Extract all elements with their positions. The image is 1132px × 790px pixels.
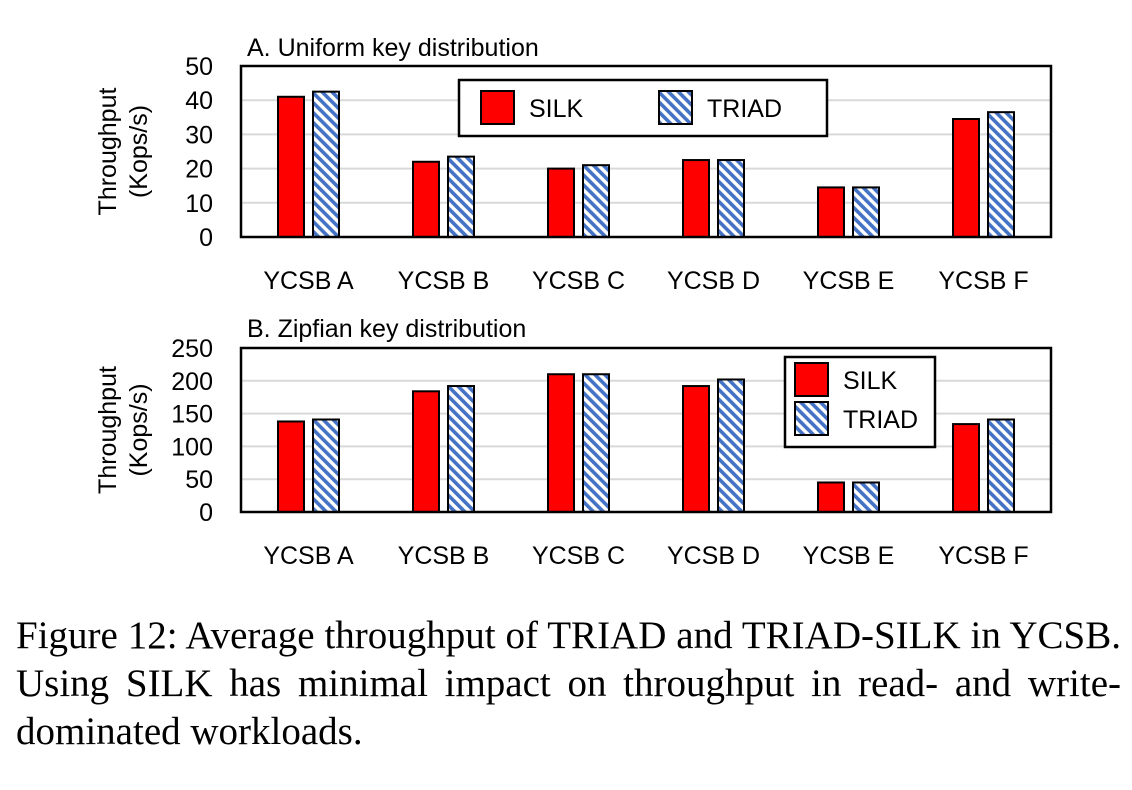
bar-silk-ycsb-d <box>682 159 710 238</box>
bar-silk-ycsb-c <box>547 167 575 239</box>
bar-silk-ycsb-c <box>547 373 575 513</box>
bar-silk-ycsb-d <box>682 385 710 514</box>
legend-label-triad: TRIAD <box>707 95 782 123</box>
bar-silk-ycsb-e <box>817 481 845 514</box>
figure-caption: Figure 12: Average throughput of TRIAD a… <box>16 614 1121 753</box>
chart-panel-2: 0 50 100 150 200 250 YCSB A YCSB B YCSB C YCSB D Y… <box>94 315 1053 570</box>
y-tick-label: 10 <box>185 190 213 218</box>
legend-label-silk: SILK <box>843 367 898 395</box>
x-tick-label: YCSB E <box>803 267 895 295</box>
bar-triad-ycsb-e <box>852 186 880 239</box>
y-tick-label: 0 <box>199 224 213 252</box>
y-tick-label: 20 <box>185 156 213 184</box>
legend-swatch-triad <box>658 90 693 125</box>
bar-silk-ycsb-f <box>952 423 980 514</box>
y-tick-label: 200 <box>171 368 213 396</box>
x-tick-label: YCSB D <box>667 267 760 295</box>
y-axis-label: (Kops/s) <box>125 383 153 476</box>
chart-title: B. Zipfian key distribution <box>247 315 526 343</box>
bar-silk-ycsb-b <box>412 390 440 513</box>
legend-swatch-triad <box>794 401 829 436</box>
legend-swatch-silk <box>480 90 515 125</box>
y-tick-label: 30 <box>185 121 213 149</box>
bar-triad-ycsb-d <box>717 378 745 513</box>
x-tick-label: YCSB A <box>263 267 354 295</box>
bar-silk-ycsb-a <box>277 420 305 513</box>
bar-silk-ycsb-e <box>817 186 845 239</box>
bar-triad-ycsb-a <box>312 418 340 513</box>
y-tick-label: 250 <box>171 335 213 363</box>
x-tick-label: YCSB C <box>532 542 625 570</box>
x-tick-label: YCSB B <box>398 267 490 295</box>
y-axis-label: (Kops/s) <box>125 105 153 198</box>
legend-label-silk: SILK <box>529 95 584 123</box>
y-tick-label: 150 <box>171 401 213 429</box>
bar-silk-ycsb-b <box>412 160 440 238</box>
x-tick-label: YCSB F <box>938 267 1028 295</box>
bar-silk-ycsb-f <box>952 118 980 238</box>
bar-triad-ycsb-f <box>987 111 1015 238</box>
bar-triad-ycsb-b <box>447 385 475 514</box>
bar-triad-ycsb-e <box>852 481 880 514</box>
bar-triad-ycsb-b <box>447 155 475 239</box>
bar-triad-ycsb-d <box>717 159 745 238</box>
chart-panel-1: 0 10 20 30 40 50 YCSB A YCSB B YCSB C YCSB D YCSB … <box>94 34 1053 295</box>
bar-silk-ycsb-a <box>277 95 305 238</box>
y-tick-label: 50 <box>185 466 213 494</box>
legend-swatch-silk <box>794 362 829 397</box>
bar-triad-ycsb-c <box>582 373 610 513</box>
plot-area-frame <box>239 346 1053 514</box>
bar-triad-ycsb-f <box>987 418 1015 513</box>
x-tick-label: YCSB F <box>938 542 1028 570</box>
x-tick-label: YCSB B <box>398 542 490 570</box>
plot-area-frame <box>239 64 1053 239</box>
legend-box <box>457 78 829 138</box>
bar-triad-ycsb-c <box>582 164 610 238</box>
figure-charts: 0 10 20 30 40 50 YCSB A YCSB B YCSB C YCSB D YCSB … <box>94 34 1053 570</box>
x-tick-label: YCSB D <box>667 542 760 570</box>
bar-triad-ycsb-a <box>312 90 340 239</box>
y-tick-label: 0 <box>199 499 213 527</box>
x-tick-label: YCSB C <box>532 267 625 295</box>
y-tick-label: 100 <box>171 433 213 461</box>
y-axis-label: Throughput <box>94 88 122 216</box>
x-tick-label: YCSB A <box>263 542 354 570</box>
x-tick-label: YCSB E <box>803 542 895 570</box>
y-tick-label: 50 <box>185 53 213 81</box>
chart-title: A. Uniform key distribution <box>247 34 539 62</box>
legend-label-triad: TRIAD <box>843 406 918 434</box>
y-axis-label: Throughput <box>94 366 122 494</box>
y-tick-label: 40 <box>185 87 213 115</box>
